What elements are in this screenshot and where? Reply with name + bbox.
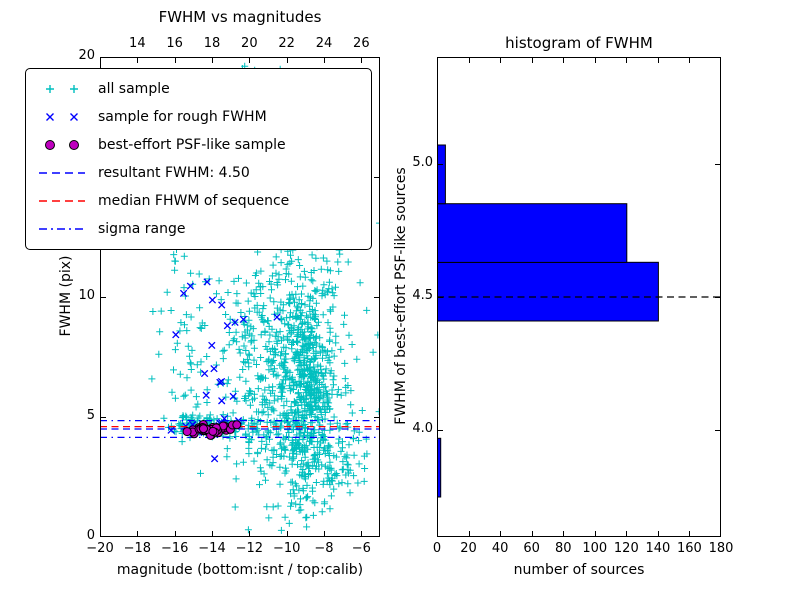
legend-item: best-effort PSF-like sample <box>36 132 361 159</box>
calib-tick-label: 24 <box>315 36 333 51</box>
calib-tick-label: 14 <box>129 36 146 51</box>
plus-legend-marker-icon <box>46 85 78 93</box>
legend-label: resultant FWHM: 4.50 <box>98 165 250 181</box>
y-tick-label: 0 <box>86 528 95 543</box>
hist-x-tick-label: 40 <box>491 541 509 556</box>
calib-tick-label: 18 <box>203 36 221 51</box>
axes-frame <box>437 57 721 537</box>
calib-tick-label: 22 <box>278 36 295 51</box>
hist-x-tick-label: 20 <box>460 541 477 556</box>
hist-x-tick-label: 120 <box>613 541 639 556</box>
psf-sample-point <box>208 426 218 436</box>
x-tick-label: −18 <box>123 541 152 556</box>
scatter-canvas <box>100 57 380 537</box>
y-tick-label: 10 <box>78 288 95 303</box>
scatter-xlabel: magnitude (bottom:isnt / top:calib) <box>116 562 364 578</box>
psf-sample-point <box>182 427 192 437</box>
psf-sample-point <box>232 420 242 430</box>
legend-item: all sample <box>36 76 361 103</box>
legend-item: resultant FWHM: 4.50 <box>36 160 361 187</box>
hist-title: histogram of FWHM <box>505 34 653 52</box>
hist-x-tick-label: 140 <box>645 541 671 556</box>
hist-y-tick-label: 4.5 <box>412 288 433 303</box>
circle-legend-marker-icon <box>45 140 79 150</box>
legend-label: best-effort PSF-like sample <box>98 137 286 153</box>
calib-tick-label: 20 <box>241 36 258 51</box>
histogram-axes <box>437 57 721 537</box>
hist-x-tick-label: 60 <box>523 541 540 556</box>
psf-sample-point <box>199 424 208 434</box>
hist-x-tick-label: 0 <box>432 541 442 556</box>
scatter-axes <box>100 57 380 537</box>
histogram-bar <box>437 144 446 205</box>
calib-tick-label: 16 <box>166 36 183 51</box>
x-tick-label: −6 <box>351 541 371 556</box>
scatter-title: FWHM vs magnitudes <box>158 8 322 26</box>
hist-xlabel: number of sources <box>513 562 645 578</box>
histogram-bar <box>437 203 628 263</box>
x-tick-label: −12 <box>235 541 264 556</box>
hist-x-tick-label: 160 <box>677 541 702 556</box>
x-tick-label: −8 <box>314 541 334 556</box>
legend-item: sample for rough FWHM <box>36 104 361 131</box>
y-tick-label: 5 <box>86 408 95 423</box>
histogram-bar <box>437 261 659 322</box>
legend: all sample sample for rough FWHM best-effo… <box>25 68 372 250</box>
hist-x-tick-label: 180 <box>708 541 734 556</box>
xmark-legend-marker-icon <box>46 113 78 121</box>
axes-frame <box>100 57 380 537</box>
legend-item: median FHWM of sequence <box>36 188 361 215</box>
legend-label: median FHWM of sequence <box>98 193 290 209</box>
calib-tick-label: 26 <box>353 36 370 51</box>
x-tick-label: −20 <box>86 541 114 556</box>
hist-y-tick-label: 4.0 <box>412 421 433 437</box>
dashdot-legend-marker-icon <box>39 228 85 230</box>
x-tick-label: −16 <box>160 541 189 556</box>
legend-label: sample for rough FWHM <box>98 109 267 125</box>
y-tick-label: 20 <box>78 48 95 63</box>
dashed-legend-marker-icon <box>39 172 85 174</box>
legend-item: sigma range <box>36 216 361 243</box>
hist-y-tick-label: 5.0 <box>412 154 433 170</box>
x-tick-label: −10 <box>272 541 301 556</box>
x-tick-label: −14 <box>198 541 226 556</box>
legend-label: sigma range <box>98 221 186 237</box>
legend-label: all sample <box>98 81 170 97</box>
hist-x-tick-label: 100 <box>582 541 608 556</box>
hist-x-tick-label: 80 <box>554 541 572 556</box>
histogram-canvas <box>437 57 721 537</box>
dashed-legend-marker-icon <box>39 200 85 202</box>
